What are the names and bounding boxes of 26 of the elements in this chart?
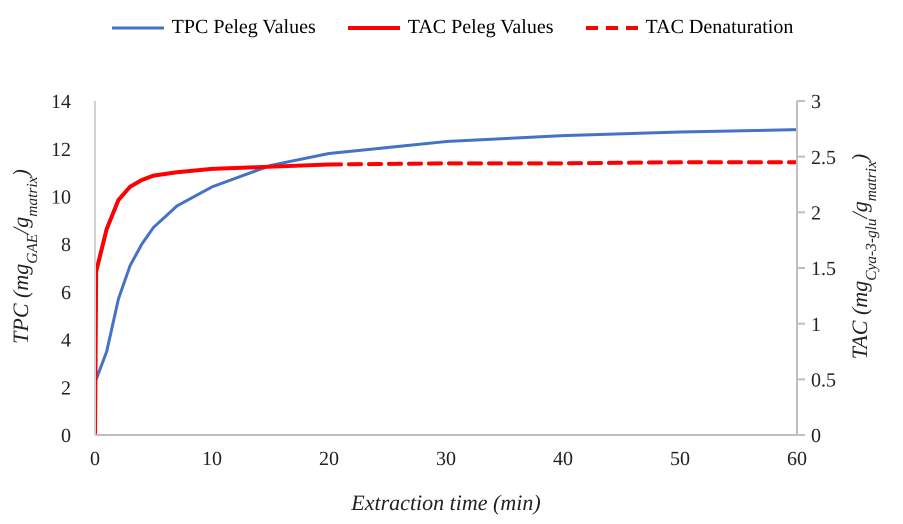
legend-label: TAC Peleg Values: [408, 16, 554, 39]
x-axis-title: Extraction time (min): [350, 490, 541, 515]
x-tick-label: 10: [202, 448, 222, 470]
x-tick-label: 20: [319, 448, 339, 470]
legend-label: TPC Peleg Values: [172, 16, 316, 39]
y-tick-label: 10: [51, 186, 71, 209]
legend-label: TAC Denaturation: [646, 16, 794, 39]
y-tick-label: 14: [51, 91, 71, 114]
y-tick-label: 8: [61, 234, 71, 256]
y-tick-label: 4: [61, 330, 71, 352]
y-tick-label: 2: [61, 377, 71, 400]
y2-tick-label: 0.5: [811, 369, 836, 392]
y2-tick-label: 0: [811, 425, 821, 448]
y-tick-label: 0: [61, 425, 71, 448]
y-tick-label: 6: [61, 282, 71, 304]
y2-tick-label: 2: [811, 202, 821, 224]
y2-tick-label: 3: [811, 91, 821, 114]
x-tick-label: 60: [787, 448, 807, 470]
y2-tick-label: 2.5: [811, 146, 836, 169]
x-tick-label: 0: [90, 448, 100, 470]
y-tick-label: 12: [51, 138, 71, 161]
x-tick-label: 30: [436, 448, 456, 470]
y2-tick-label: 1.5: [811, 258, 836, 280]
x-tick-label: 50: [670, 448, 690, 470]
y2-tick-label: 1: [811, 314, 821, 336]
x-tick-label: 40: [553, 448, 573, 470]
